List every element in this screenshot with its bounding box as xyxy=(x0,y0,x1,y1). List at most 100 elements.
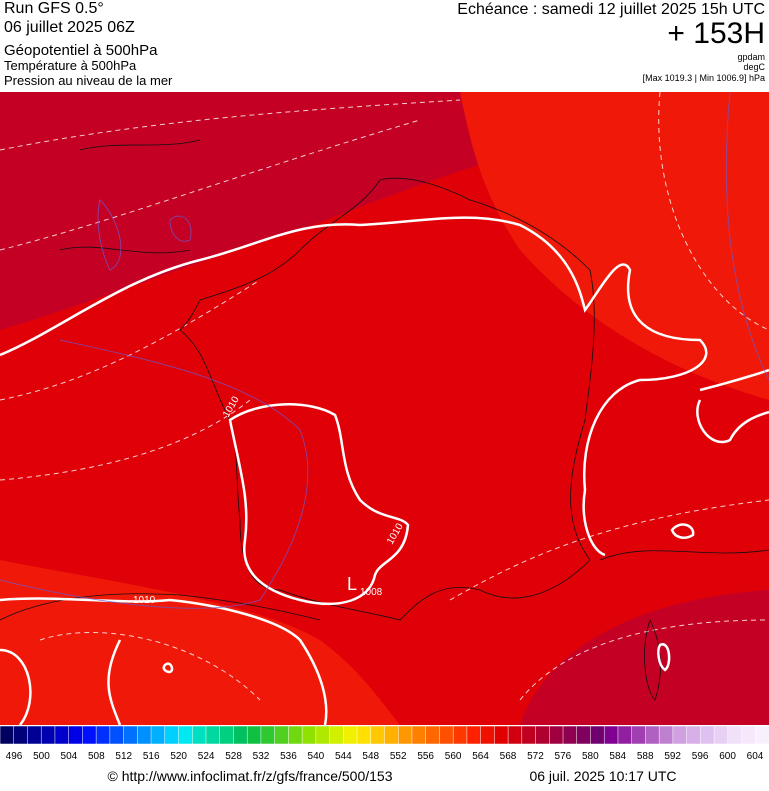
colorbar-swatch xyxy=(494,725,509,745)
isotherms xyxy=(0,92,769,701)
colorbar-swatch xyxy=(658,725,674,745)
colorbar-tick-label: 520 xyxy=(170,751,187,762)
colorbar-swatch xyxy=(521,725,537,745)
colorbar-swatch xyxy=(631,725,647,745)
colorbar-swatch xyxy=(645,725,660,745)
colorbar-swatch xyxy=(562,725,578,745)
colorbar-tick-label: 500 xyxy=(33,751,50,762)
colorbar-swatch xyxy=(713,725,729,745)
colorbar-swatch xyxy=(425,725,441,745)
colorbar-swatch xyxy=(439,725,454,745)
colorbar-swatch xyxy=(549,725,564,745)
run-date: 06 juillet 2025 06Z xyxy=(4,19,135,36)
colorbar-swatch xyxy=(192,725,207,745)
colorbar-tick-label: 588 xyxy=(637,751,654,762)
colorbar-tick-label: 508 xyxy=(88,751,105,762)
lead-time: + 153H xyxy=(667,17,765,50)
colorbar-tick-label: 496 xyxy=(6,751,23,762)
colorbar-swatch xyxy=(370,725,386,745)
colorbar-tick-label: 604 xyxy=(747,751,764,762)
colorbar-swatch xyxy=(82,725,97,745)
colorbar-tick-label: 524 xyxy=(198,751,215,762)
field-label: Géopotentiel à 500hPa xyxy=(4,42,158,59)
colorbar-tick-label: 548 xyxy=(362,751,379,762)
colorbar-tick-label: 584 xyxy=(609,751,626,762)
colorbar-tick-label: 536 xyxy=(280,751,297,762)
colorbar-swatch xyxy=(480,725,496,745)
colorbar-tick-label: 576 xyxy=(555,751,572,762)
colorbar-swatch xyxy=(301,725,317,745)
colorbar-swatch xyxy=(13,725,29,745)
colorbar-swatch xyxy=(466,725,482,745)
colorbar-swatch xyxy=(672,725,688,745)
generated-time: 06 juil. 2025 10:17 UTC xyxy=(529,768,676,784)
colorbar: 496 500 504 508 512 516 520 524 528 532 536 540 544 5… xyxy=(0,725,769,762)
colorbar-swatch xyxy=(700,725,715,745)
field-label: Pression au niveau de la mer xyxy=(4,73,173,88)
low-pressure-marker: L xyxy=(347,574,357,594)
colorbar-tick-label: 580 xyxy=(582,751,599,762)
colorbar-swatch xyxy=(54,725,70,745)
colorbar-swatch xyxy=(205,725,221,745)
colorbar-swatch xyxy=(137,725,152,745)
colorbar-tick-label: 504 xyxy=(61,751,78,762)
colorbar-swatch xyxy=(535,725,551,745)
colorbar-swatch xyxy=(315,725,331,745)
colorbar-tick-label: 592 xyxy=(664,751,681,762)
colorbar-swatch xyxy=(246,725,262,745)
colorbar-swatch xyxy=(397,725,413,745)
colorbar-swatch xyxy=(411,725,427,745)
colorbar-swatch xyxy=(95,725,111,745)
colorbar-swatch xyxy=(603,725,619,745)
colorbar-swatch xyxy=(260,725,276,745)
colorbar-tick-label: 512 xyxy=(115,751,132,762)
source-url: © http://www.infoclimat.fr/z/gfs/france/… xyxy=(108,768,393,784)
colorbar-swatch xyxy=(590,725,605,745)
isobar-label: 1010 xyxy=(133,595,156,606)
colorbar-swatch xyxy=(219,725,235,745)
temperature-area xyxy=(0,92,769,330)
unit: gpdam xyxy=(737,52,765,62)
field-label: Température à 500hPa xyxy=(4,58,137,73)
map: 1010 1010 1010 1008 L xyxy=(0,92,769,725)
colorbar-swatch xyxy=(274,725,290,745)
colorbar-swatch xyxy=(288,725,303,745)
colorbar-tick-label: 560 xyxy=(445,751,462,762)
pressure-lines xyxy=(0,92,769,609)
colorbar-tick-label: 528 xyxy=(225,751,242,762)
colorbar-tick-label: 540 xyxy=(308,751,325,762)
colorbar-tick-label: 564 xyxy=(472,751,489,762)
colorbar-swatch xyxy=(329,725,345,745)
colorbar-tick-label: 600 xyxy=(719,751,736,762)
colorbar-swatch xyxy=(507,725,523,745)
unit: degC xyxy=(743,62,765,72)
colorbar-swatch xyxy=(123,725,139,745)
colorbar-swatch xyxy=(755,725,769,745)
colorbar-swatch xyxy=(40,725,56,745)
colorbar-swatch xyxy=(741,725,757,745)
colorbar-tick-label: 572 xyxy=(527,751,544,762)
colorbar-swatch xyxy=(164,725,180,745)
colorbar-swatch xyxy=(150,725,166,745)
valid-time: Echéance : samedi 12 juillet 2025 15h UT… xyxy=(457,1,765,18)
colorbar-swatch xyxy=(233,725,248,745)
isobar-label: 1008 xyxy=(360,587,383,598)
colorbar-tick-label: 596 xyxy=(692,751,709,762)
colorbar-swatch xyxy=(356,725,372,745)
colorbar-swatch xyxy=(178,725,193,745)
colorbar-swatch xyxy=(68,725,84,745)
colorbar-swatch xyxy=(27,725,42,745)
isobars xyxy=(0,216,769,725)
colorbar-swatch xyxy=(0,725,15,745)
colorbar-tick-label: 544 xyxy=(335,751,352,762)
colorbar-swatch xyxy=(576,725,592,745)
colorbar-tick-label: 556 xyxy=(417,751,434,762)
colorbar-swatch xyxy=(727,725,743,745)
colorbar-swatch xyxy=(384,725,399,745)
colorbar-tick-label: 568 xyxy=(500,751,517,762)
colorbar-tick-label: 516 xyxy=(143,751,160,762)
colorbar-tick-label: 532 xyxy=(253,751,270,762)
colorbar-swatch xyxy=(686,725,702,745)
